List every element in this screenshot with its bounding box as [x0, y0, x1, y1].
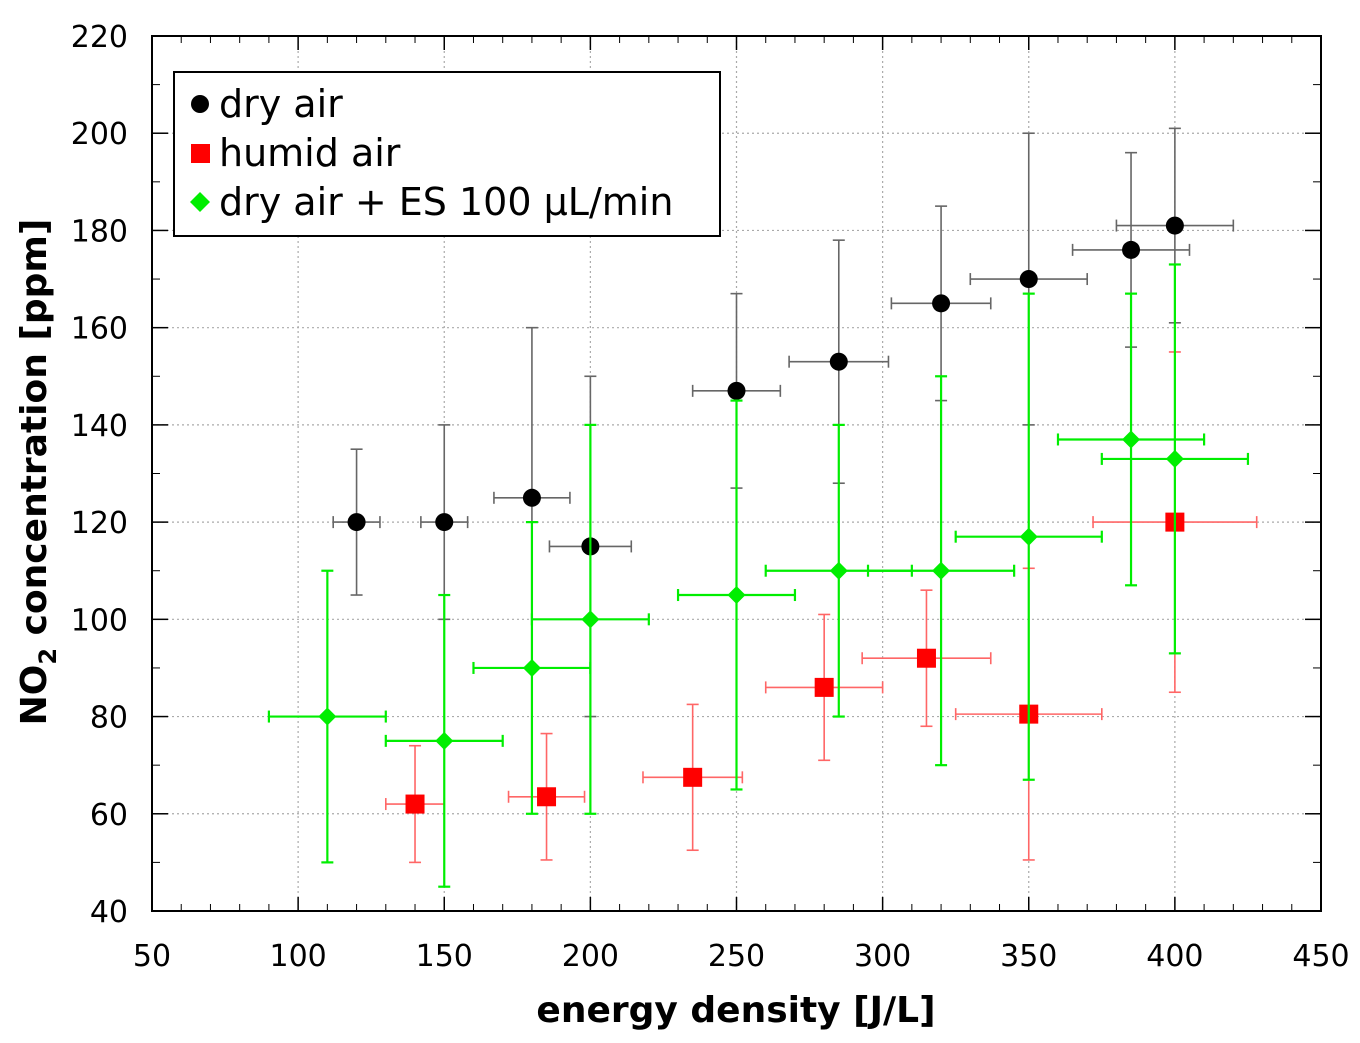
- data-point-dry-air-es-100-l-min: [932, 561, 951, 580]
- y-tick-label: 40: [90, 895, 128, 930]
- x-tick-label: 50: [133, 939, 171, 974]
- y-axis-title-main: NO: [14, 665, 55, 726]
- data-point-dry-air: [1122, 240, 1141, 259]
- data-point-dry-air-es-100-l-min: [1165, 449, 1184, 468]
- y-tick-label: 100: [71, 603, 128, 638]
- series-dry-air-es-100-l-min: [267, 263, 1250, 888]
- data-point-humid-air: [405, 794, 425, 814]
- data-point-dry-air-es-100-l-min: [1122, 430, 1141, 449]
- x-axis-title: energy density [J/L]: [536, 990, 935, 1031]
- data-point-humid-air: [814, 677, 834, 697]
- y-tick-label: 120: [71, 506, 128, 541]
- legend-marker-humid-air: [191, 144, 210, 163]
- data-point-dry-air: [932, 294, 951, 313]
- data-point-dry-air: [522, 488, 541, 507]
- data-point-dry-air: [727, 381, 746, 400]
- x-tick-label: 300: [854, 939, 911, 974]
- data-point-dry-air: [435, 513, 454, 532]
- data-point-dry-air-es-100-l-min: [1019, 527, 1038, 546]
- x-tick-label: 250: [708, 939, 765, 974]
- y-axis-title-rest: concentration [ppm]: [14, 219, 55, 648]
- y-tick-label: 60: [90, 798, 128, 833]
- data-point-dry-air: [1019, 270, 1038, 289]
- legend-box: [173, 71, 721, 237]
- legend-label-dry-air-es: dry air + ES 100 µL/min: [219, 180, 673, 224]
- x-tick-label: 400: [1146, 939, 1203, 974]
- y-tick-label: 180: [71, 214, 128, 249]
- data-point-dry-air-es-100-l-min: [829, 561, 848, 580]
- data-point-humid-air: [916, 648, 936, 668]
- x-tick-label: 150: [416, 939, 473, 974]
- y-tick-label: 80: [90, 701, 128, 736]
- data-point-dry-air-es-100-l-min: [318, 707, 337, 726]
- y-tick-labels: 40 60 80 100 120 140 160 180 200 220: [71, 20, 128, 930]
- legend-marker-dry-air: [191, 95, 209, 113]
- series-humid-air: [384, 351, 1258, 864]
- data-point-dry-air: [829, 352, 848, 371]
- y-tick-label: 160: [71, 312, 128, 347]
- x-tick-label: 350: [1000, 939, 1057, 974]
- legend-label-dry-air: dry air: [219, 82, 343, 126]
- legend-marker-dry-air-es: [190, 192, 210, 212]
- y-tick-label: 200: [71, 117, 128, 152]
- x-tick-label: 100: [269, 939, 326, 974]
- data-point-humid-air: [683, 767, 703, 787]
- y-axis-title: NO2 concentration [ppm]: [14, 219, 62, 726]
- y-axis-title-subscript: 2: [34, 648, 62, 665]
- data-point-dry-air-es-100-l-min: [522, 658, 541, 677]
- legend: dry air humid air dry air + ES 100 µL/mi…: [173, 71, 721, 237]
- x-tick-label: 450: [1292, 939, 1349, 974]
- x-tick-label: 200: [562, 939, 619, 974]
- data-point-dry-air: [347, 513, 366, 532]
- data-series: [267, 127, 1258, 888]
- data-point-humid-air: [537, 787, 557, 807]
- data-point-dry-air-es-100-l-min: [581, 610, 600, 629]
- plot-frame: [151, 35, 1322, 912]
- data-point-dry-air: [1165, 216, 1184, 235]
- legend-label-humid-air: humid air: [219, 131, 401, 175]
- data-point-dry-air-es-100-l-min: [727, 586, 746, 605]
- y-tick-label: 220: [71, 20, 128, 55]
- y-tick-label: 140: [71, 409, 128, 444]
- x-tick-labels: 50 100 150 200 250 300 350 400 450: [133, 939, 1350, 974]
- data-point-dry-air-es-100-l-min: [435, 731, 454, 750]
